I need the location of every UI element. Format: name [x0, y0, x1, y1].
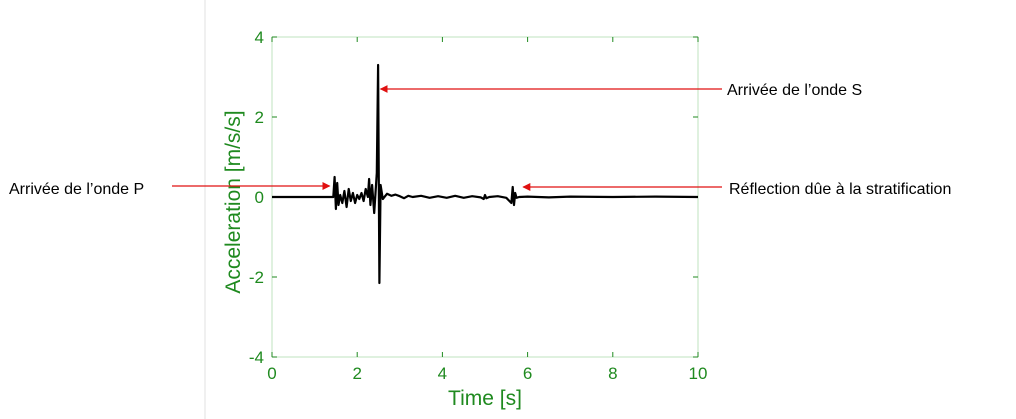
y-tick-label: -2 [249, 268, 264, 287]
y-tick-label: 2 [255, 108, 264, 127]
annotation-label: Réflection dûe à la stratification [729, 181, 951, 198]
x-tick-label: 10 [689, 364, 708, 383]
x-axis-ticks: 0 2 4 6 8 10 [267, 37, 707, 383]
annotation-label: Arrivée de l’onde S [727, 82, 862, 99]
x-tick-label: 8 [608, 364, 617, 383]
annotation-label: Arrivée de l’onde P [9, 181, 144, 198]
y-tick-label: 4 [255, 28, 264, 47]
x-tick-label: 2 [352, 364, 361, 383]
x-axis-label: Time [s] [448, 387, 522, 410]
y-axis-label: Acceleration [m/s/s] [222, 110, 245, 293]
y-tick-label: -4 [249, 348, 264, 367]
x-tick-label: 6 [523, 364, 532, 383]
series-line [272, 63, 699, 285]
y-tick-label: 0 [255, 188, 264, 207]
annotations: Arrivée de l’onde S Arrivée de l’onde P Ré… [9, 82, 951, 198]
x-tick-label: 0 [267, 364, 276, 383]
x-tick-label: 4 [438, 364, 447, 383]
y-axis-ticks: -4 -2 0 2 4 [249, 28, 698, 367]
